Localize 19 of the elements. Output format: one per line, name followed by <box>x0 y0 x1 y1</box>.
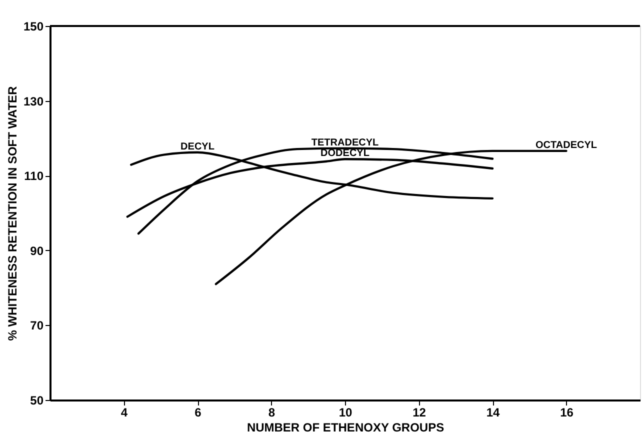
x-tick-label: 6 <box>194 406 202 420</box>
y-tick-label: 90 <box>30 244 44 258</box>
x-tick-label: 8 <box>268 406 276 420</box>
y-tick-label: 130 <box>23 94 44 108</box>
x-tick-label: 16 <box>560 406 574 420</box>
series-label: TETRADECYL <box>311 137 379 148</box>
y-tick-label: 50 <box>30 394 44 408</box>
y-tick-label: 110 <box>24 169 44 184</box>
y-axis-title: % WHITENESS RETENTION IN SOFT WATER <box>5 86 20 341</box>
series-label: DECYL <box>180 141 214 152</box>
x-axis-title: NUMBER OF ETHENOXY GROUPS <box>246 420 444 434</box>
y-tick-label: 70 <box>30 318 44 333</box>
x-tick-label: 14 <box>486 406 500 420</box>
x-tick-label: 4 <box>120 406 128 420</box>
series-label: DODECYL <box>320 148 370 160</box>
series-label: OCTADECYL <box>536 140 597 151</box>
y-tick-label: 150 <box>23 20 44 34</box>
x-tick-label: 12 <box>412 406 426 420</box>
x-tick-label: 10 <box>338 406 352 420</box>
